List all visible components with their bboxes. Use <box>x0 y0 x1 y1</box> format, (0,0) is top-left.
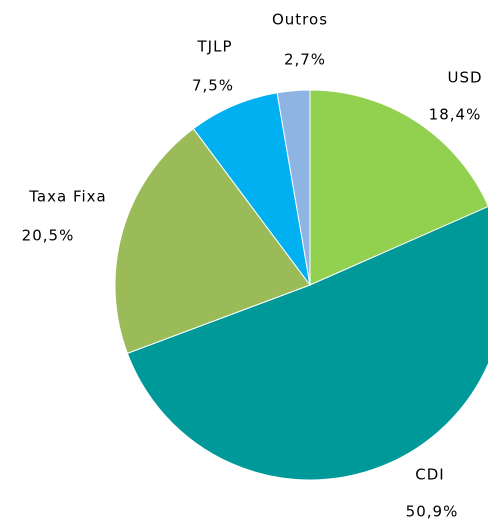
slice-value-label: 2,7% <box>284 51 326 69</box>
slice-label: Outros <box>272 11 328 29</box>
pie-slice <box>309 89 488 286</box>
slice-value-label: 50,9% <box>406 503 459 521</box>
slice-value-label: 20,5% <box>22 227 75 245</box>
pie-slice <box>114 127 311 354</box>
slice-label: Taxa Fixa <box>28 188 106 206</box>
slice-value-label: 18,4% <box>429 106 482 124</box>
slice-label: CDI <box>415 466 444 484</box>
slice-label: TJLP <box>197 38 233 56</box>
pie-slice <box>276 89 311 286</box>
pie-slice <box>126 206 488 481</box>
slice-value-label: 7,5% <box>192 77 234 95</box>
slice-label: USD <box>447 69 482 87</box>
